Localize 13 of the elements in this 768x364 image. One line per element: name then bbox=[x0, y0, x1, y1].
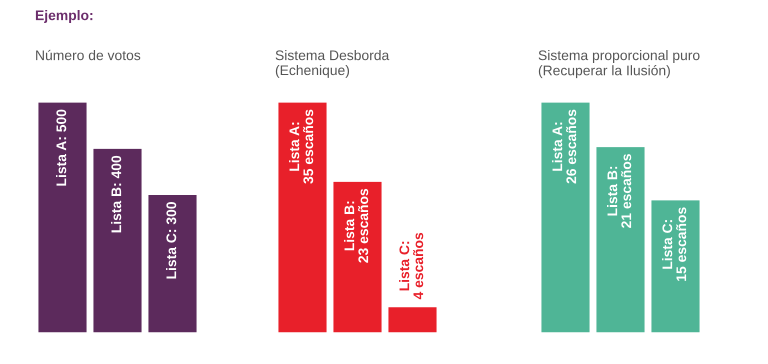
text: Ejemplo: bbox=[36, 10, 92, 23]
data-label: Lista C: 300 bbox=[166, 202, 176, 279]
chart-title: Sistema proporcional puro (Recuperar la Ilusión) bbox=[538, 50, 700, 78]
data-label: Lista A: 26 escaños bbox=[552, 110, 576, 184]
data-label: Lista C: 4 escaños bbox=[399, 232, 424, 300]
chart-title: Número de votos bbox=[36, 50, 140, 60]
data-label: Lista B: 400 bbox=[111, 156, 122, 232]
data-label: Lista A: 500 bbox=[56, 110, 66, 186]
data-label: Lista A: 35 escaños bbox=[289, 110, 314, 184]
data-label: Lista B: 23 escaños bbox=[344, 188, 368, 263]
data-label: Lista B: 21 escaños bbox=[607, 154, 632, 228]
chart-title: Sistema Desborda (Echenique) bbox=[276, 50, 390, 78]
data-label: Lista C: 15 escaños bbox=[662, 207, 686, 281]
